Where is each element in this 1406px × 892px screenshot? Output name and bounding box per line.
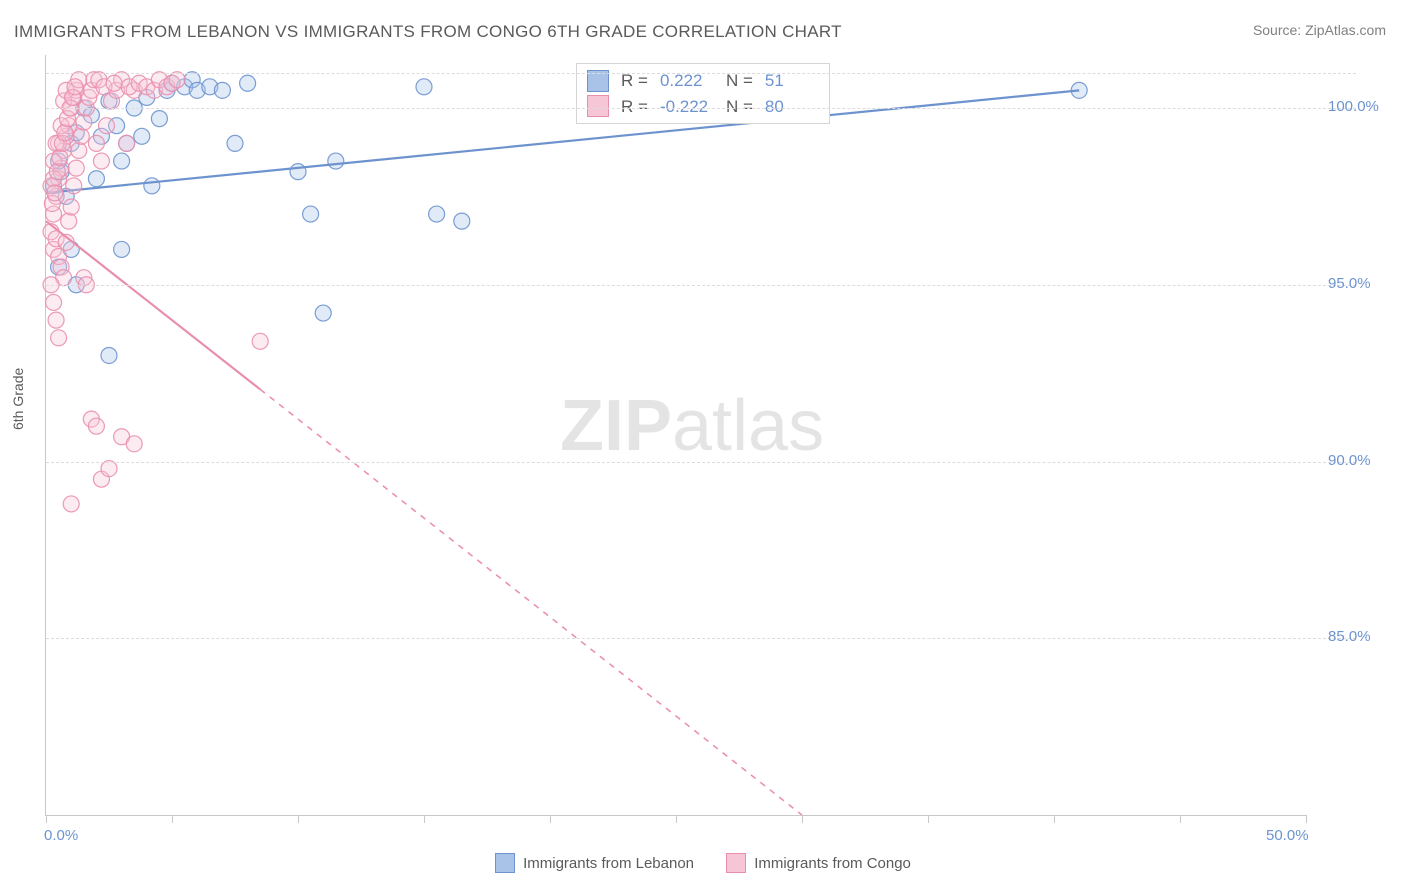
watermark-light: atlas [672, 386, 824, 466]
legend-label-congo: Immigrants from Congo [754, 855, 911, 872]
chart-title: IMMIGRANTS FROM LEBANON VS IMMIGRANTS FR… [14, 22, 842, 42]
x-tick [802, 815, 803, 823]
y-axis-title: 6th Grade [10, 368, 26, 430]
data-point-lebanon [114, 153, 130, 169]
data-point-congo [67, 79, 83, 95]
x-tick [298, 815, 299, 823]
data-point-congo [88, 135, 104, 151]
data-point-congo [63, 199, 79, 215]
watermark-bold: ZIP [560, 386, 672, 466]
data-point-lebanon [429, 206, 445, 222]
stat-label: R = [621, 94, 648, 120]
source-attribution: Source: ZipAtlas.com [1253, 22, 1386, 38]
x-tick [1306, 815, 1307, 823]
data-point-lebanon [227, 135, 243, 151]
data-point-lebanon [290, 164, 306, 180]
trendline-congo [46, 221, 260, 389]
legend-swatch-congo [726, 853, 746, 873]
x-tick-label: 0.0% [44, 827, 78, 844]
legend-label-lebanon: Immigrants from Lebanon [523, 855, 694, 872]
data-point-lebanon [303, 206, 319, 222]
legend-item-lebanon: Immigrants from Lebanon [495, 853, 694, 873]
data-point-lebanon [114, 241, 130, 257]
data-point-congo [52, 150, 68, 166]
data-point-lebanon [134, 128, 150, 144]
data-point-congo [68, 160, 84, 176]
data-point-lebanon [315, 305, 331, 321]
data-point-congo [47, 185, 63, 201]
data-point-congo [169, 72, 185, 88]
gridline [46, 285, 1356, 286]
data-point-lebanon [101, 347, 117, 363]
y-tick-label: 85.0% [1328, 628, 1371, 645]
stat-label: N = [726, 94, 753, 120]
data-point-congo [98, 118, 114, 134]
data-point-congo [61, 213, 77, 229]
data-point-congo [252, 333, 268, 349]
watermark: ZIPatlas [560, 385, 824, 467]
data-point-congo [126, 436, 142, 452]
stat-n-congo: 80 [765, 94, 819, 120]
data-point-lebanon [454, 213, 470, 229]
gridline [46, 73, 1356, 74]
data-point-lebanon [151, 111, 167, 127]
data-point-congo [66, 178, 82, 194]
x-tick-label: 50.0% [1266, 827, 1309, 844]
stats-row-congo: R = -0.222 N = 80 [587, 94, 819, 120]
data-point-lebanon [214, 82, 230, 98]
x-tick [928, 815, 929, 823]
data-point-congo [51, 330, 67, 346]
legend-swatch-lebanon [495, 853, 515, 873]
gridline [46, 108, 1356, 109]
y-tick-label: 90.0% [1328, 452, 1371, 469]
data-point-congo [106, 75, 122, 91]
data-point-lebanon [88, 171, 104, 187]
data-point-lebanon [416, 79, 432, 95]
x-tick [676, 815, 677, 823]
data-point-congo [73, 128, 89, 144]
data-point-congo [71, 142, 87, 158]
data-point-congo [119, 135, 135, 151]
data-point-lebanon [328, 153, 344, 169]
data-point-lebanon [144, 178, 160, 194]
data-point-congo [93, 153, 109, 169]
data-point-congo [57, 125, 73, 141]
stat-r-congo: -0.222 [660, 94, 714, 120]
data-point-congo [46, 294, 62, 310]
data-point-congo [101, 461, 117, 477]
x-tick [424, 815, 425, 823]
x-tick [46, 815, 47, 823]
data-point-congo [88, 418, 104, 434]
data-point-congo [48, 312, 64, 328]
x-tick [550, 815, 551, 823]
y-tick-label: 95.0% [1328, 275, 1371, 292]
legend: Immigrants from Lebanon Immigrants from … [0, 853, 1406, 877]
x-tick [172, 815, 173, 823]
swatch-congo [587, 95, 609, 117]
data-point-lebanon [240, 75, 256, 91]
gridline [46, 638, 1356, 639]
trendline-lebanon [46, 90, 1079, 193]
data-point-congo [63, 496, 79, 512]
y-tick-label: 100.0% [1328, 98, 1379, 115]
data-point-congo [49, 164, 65, 180]
x-tick [1054, 815, 1055, 823]
legend-item-congo: Immigrants from Congo [726, 853, 911, 873]
x-tick [1180, 815, 1181, 823]
data-point-congo [76, 114, 92, 130]
